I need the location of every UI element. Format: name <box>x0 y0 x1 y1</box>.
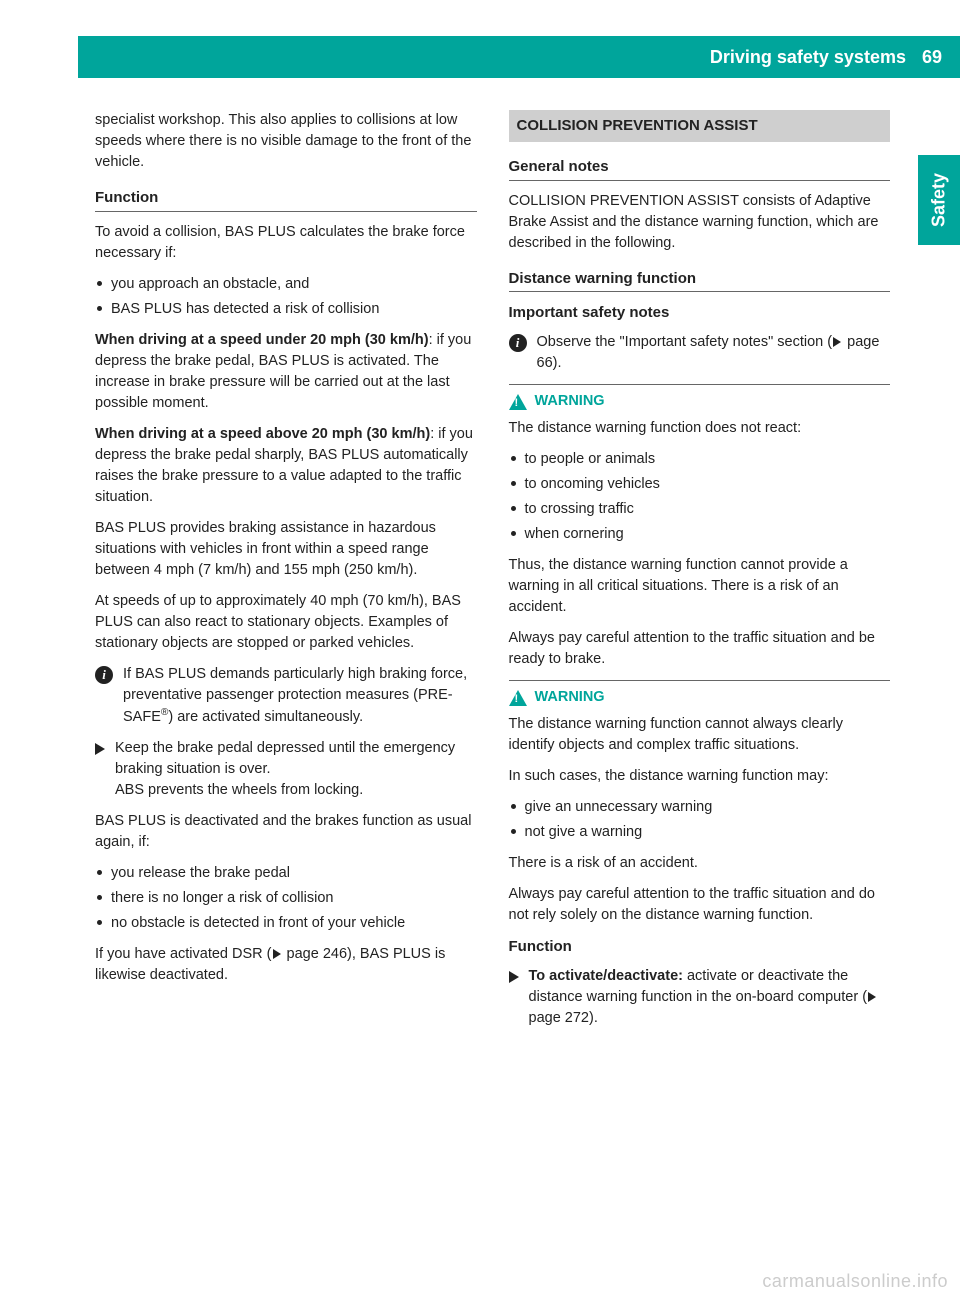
section-title: Driving safety systems <box>710 47 906 68</box>
list-item: you release the brake pedal <box>95 863 477 884</box>
warning-block-1: WARNING The distance warning function do… <box>509 384 891 670</box>
list-item: BAS PLUS has detected a risk of collisio… <box>95 299 477 320</box>
heading-function: Function <box>95 187 477 212</box>
list-item: to oncoming vehicles <box>509 474 891 495</box>
heading-function: Function <box>509 936 891 958</box>
page-content: specialist workshop. This also applies t… <box>95 110 890 1039</box>
under-speed-bold: When driving at a speed under 20 mph (30… <box>95 332 429 348</box>
info-note-pre: Observe the "Important safety notes" sec… <box>537 334 833 350</box>
info-icon: i <box>509 334 527 352</box>
xref-arrow-icon <box>833 337 841 347</box>
side-tab-safety: Safety <box>918 155 960 245</box>
warning-title: WARNING <box>509 687 891 708</box>
action-note-text: Keep the brake pedal depressed until the… <box>115 738 477 801</box>
warn1-lead: The distance warning function does not r… <box>509 418 891 439</box>
warn2-p2: There is a risk of an accident. <box>509 853 891 874</box>
warn2-p1: In such cases, the distance warning func… <box>509 766 891 787</box>
warn2-lead: The distance warning function cannot alw… <box>509 714 891 756</box>
deactivation-lead: BAS PLUS is deactivated and the brakes f… <box>95 811 477 853</box>
watermark: carmanualsonline.info <box>762 1271 948 1292</box>
info-icon: i <box>95 666 113 684</box>
box-heading-cpa: COLLISION PREVENTION ASSIST <box>509 110 891 142</box>
warning-triangle-icon <box>509 690 527 706</box>
deactivation-bullet-list: you release the brake pedal there is no … <box>95 863 477 934</box>
list-item: there is no longer a risk of collision <box>95 888 477 909</box>
xref-arrow-icon <box>868 992 876 1002</box>
warn1-bullet-list: to people or animals to oncoming vehicle… <box>509 449 891 545</box>
list-item: not give a warning <box>509 822 891 843</box>
dsr-pre: If you have activated DSR ( <box>95 946 272 962</box>
intro-paragraph: specialist workshop. This also applies t… <box>95 110 477 173</box>
warn2-p3: Always pay careful attention to the traf… <box>509 884 891 926</box>
action-arrow-icon <box>509 971 519 983</box>
info-note-post: ) are activated simultaneously. <box>168 709 363 725</box>
speed-range-paragraph: BAS PLUS provides braking assistance in … <box>95 518 477 581</box>
function-bullet-list: you approach an obstacle, and BAS PLUS h… <box>95 274 477 320</box>
page-number: 69 <box>922 47 942 68</box>
warn1-p2: Always pay careful attention to the traf… <box>509 628 891 670</box>
info-note-post: ). <box>553 355 562 371</box>
right-column: COLLISION PREVENTION ASSIST General note… <box>509 110 891 1039</box>
action-bold: To activate/deactivate: <box>529 968 683 984</box>
list-item: no obstacle is detected in front of your… <box>95 913 477 934</box>
function-lead: To avoid a collision, BAS PLUS calculate… <box>95 222 477 264</box>
list-item: give an unnecessary warning <box>509 797 891 818</box>
action-arrow-icon <box>95 743 105 755</box>
warning-label: WARNING <box>535 391 605 412</box>
warn2-bullet-list: give an unnecessary warning not give a w… <box>509 797 891 843</box>
dsr-page: page 246 <box>283 946 348 962</box>
action-note-text: To activate/deactivate: activate or deac… <box>529 966 891 1029</box>
above-speed-paragraph: When driving at a speed above 20 mph (30… <box>95 424 477 508</box>
info-note-row: i If BAS PLUS demands particularly high … <box>95 664 477 728</box>
action-rest-post: ). <box>589 1010 598 1026</box>
action-note-l2: ABS prevents the wheels from locking. <box>115 782 363 798</box>
above-speed-bold: When driving at a speed above 20 mph (30… <box>95 426 430 442</box>
under-speed-paragraph: When driving at a speed under 20 mph (30… <box>95 330 477 414</box>
heading-isn: Important safety notes <box>509 302 891 324</box>
general-notes-body: COLLISION PREVENTION ASSIST consists of … <box>509 191 891 254</box>
dsr-paragraph: If you have activated DSR ( page 246), B… <box>95 944 477 986</box>
list-item: to crossing traffic <box>509 499 891 520</box>
list-item: to people or animals <box>509 449 891 470</box>
heading-dwf: Distance warning function <box>509 268 891 293</box>
list-item: you approach an obstacle, and <box>95 274 477 295</box>
left-column: specialist workshop. This also applies t… <box>95 110 477 1039</box>
action-note-row: Keep the brake pedal depressed until the… <box>95 738 477 801</box>
info-note-text: Observe the "Important safety notes" sec… <box>537 332 891 374</box>
list-item: when cornering <box>509 524 891 545</box>
warn1-p1: Thus, the distance warning function cann… <box>509 555 891 618</box>
warning-triangle-icon <box>509 394 527 410</box>
action-note-row: To activate/deactivate: activate or deac… <box>509 966 891 1029</box>
action-page: page 272 <box>529 1010 589 1026</box>
header-band: Driving safety systems 69 <box>78 36 960 78</box>
warning-label: WARNING <box>535 687 605 708</box>
info-note-row: i Observe the "Important safety notes" s… <box>509 332 891 374</box>
info-note-text: If BAS PLUS demands particularly high br… <box>123 664 477 728</box>
heading-general-notes: General notes <box>509 156 891 181</box>
warning-title: WARNING <box>509 391 891 412</box>
warning-block-2: WARNING The distance warning function ca… <box>509 680 891 926</box>
stationary-paragraph: At speeds of up to approximately 40 mph … <box>95 591 477 654</box>
xref-arrow-icon <box>273 949 281 959</box>
action-note-l1: Keep the brake pedal depressed until the… <box>115 740 455 777</box>
